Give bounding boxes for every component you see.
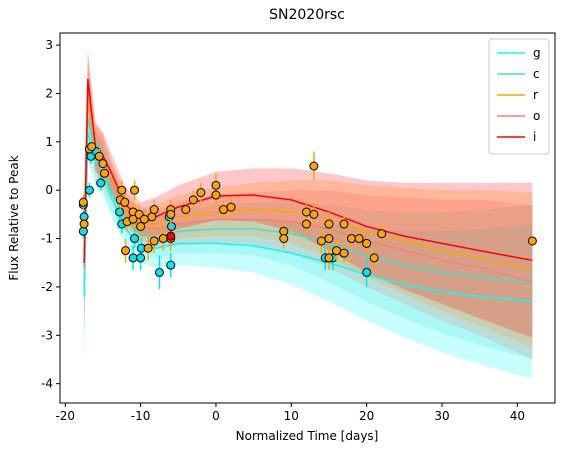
x-tick-label: 10 [284, 409, 299, 423]
observation-point [128, 214, 138, 224]
observation-point [136, 253, 146, 263]
observation-point [339, 219, 349, 229]
legend-label: r [533, 88, 538, 102]
observation-point [166, 260, 176, 270]
y-tick-label: -4 [41, 377, 53, 391]
y-tick-label: 3 [45, 38, 53, 52]
observation-point [347, 234, 357, 244]
observation-point [79, 219, 89, 229]
y-axis-label: Flux Relative to Peak [7, 155, 21, 280]
x-tick-label: 40 [510, 409, 525, 423]
observation-point [166, 231, 176, 241]
observation-point [332, 246, 342, 256]
observation-point [128, 253, 138, 263]
observation-point [211, 180, 221, 190]
x-tick-label: 0 [212, 409, 220, 423]
y-tick-label: 2 [45, 86, 53, 100]
legend-label: i [533, 130, 536, 144]
observation-point [181, 205, 191, 215]
observation-point [226, 202, 236, 212]
observation-point [78, 226, 88, 236]
observation-point [339, 248, 349, 258]
observation-point [196, 188, 206, 198]
chart-title: SN2020rsc [269, 7, 345, 23]
observation-point [527, 236, 537, 246]
observation-point [121, 246, 131, 256]
observation-point [362, 267, 372, 277]
observation-point [166, 209, 176, 219]
x-axis-label: Normalized Time [days] [236, 429, 379, 443]
observation-point [84, 185, 94, 195]
band [84, 54, 533, 360]
observation-point [117, 185, 127, 195]
model-line [83, 131, 533, 303]
observation-point [369, 253, 379, 263]
observation-point [98, 159, 108, 169]
legend-label: g [533, 46, 541, 60]
x-tick-label: -10 [131, 409, 151, 423]
observation-point [211, 190, 221, 200]
x-tick-label: 30 [434, 409, 449, 423]
x-tick-label: -20 [55, 409, 75, 423]
observation-point [115, 207, 125, 217]
legend-box [488, 38, 550, 155]
observation-point [377, 229, 387, 239]
legend-label: o [533, 109, 540, 123]
observation-point [324, 253, 334, 263]
observation-point [218, 205, 228, 215]
observation-point [324, 219, 334, 229]
observation-point [188, 195, 198, 205]
observation-point [324, 234, 334, 244]
y-tick-label: -2 [41, 280, 53, 294]
observation-point [301, 219, 311, 229]
observation-point [139, 214, 149, 224]
observation-point [130, 234, 140, 244]
observation-point [130, 185, 140, 195]
observation-point [149, 236, 159, 246]
observation-point [158, 234, 168, 244]
observation-point [96, 178, 106, 188]
observation-point [136, 221, 146, 231]
legend-label: c [533, 67, 540, 81]
observation-point [99, 168, 109, 178]
y-tick-label: -1 [41, 232, 53, 246]
observation-point [301, 207, 311, 217]
observation-point [316, 236, 326, 246]
observation-point [87, 142, 97, 152]
y-tick-label: 1 [45, 135, 53, 149]
band [84, 103, 533, 379]
observation-point [149, 205, 159, 215]
observation-point [279, 234, 289, 244]
y-tick-label: -3 [41, 328, 53, 342]
observation-point [309, 161, 319, 171]
band [84, 49, 533, 338]
observation-point [78, 197, 88, 207]
observation-point [120, 197, 130, 207]
observation-point [94, 151, 104, 161]
observation-point [354, 234, 364, 244]
observation-point [362, 238, 372, 248]
x-tick-label: 20 [359, 409, 374, 423]
y-tick-label: 0 [45, 183, 53, 197]
observation-point [154, 267, 164, 277]
observation-point [309, 209, 319, 219]
plot-frame [59, 32, 556, 404]
observation-point [143, 243, 153, 253]
observation-point [167, 221, 177, 231]
